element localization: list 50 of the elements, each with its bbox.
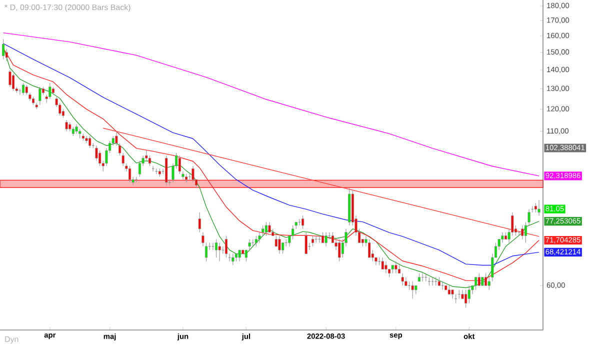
candlestick: [122, 152, 124, 166]
candlestick: [304, 232, 308, 254]
candlestick: [278, 235, 281, 254]
candlestick: [218, 242, 221, 262]
candlestick: [394, 261, 398, 274]
candlestick: [268, 222, 271, 233]
candlestick: [324, 232, 328, 247]
candlestick: [258, 232, 261, 244]
candlestick: [274, 235, 278, 247]
candlestick: [224, 235, 228, 258]
candlestick: [282, 242, 284, 254]
candlestick: [214, 238, 218, 258]
candlestick: [534, 202, 537, 213]
candlestick: [464, 290, 468, 308]
candlestick: [232, 253, 234, 266]
candlestick: [48, 82, 52, 100]
candlestick: [78, 128, 82, 139]
candlestick: [381, 257, 384, 270]
line-series: [2, 32, 540, 176]
candlestick: [38, 86, 42, 106]
candlestick: [238, 250, 241, 262]
candlestick: [148, 155, 152, 166]
candlestick: [474, 276, 478, 290]
candlestick: [384, 261, 388, 274]
candlestick: [65, 120, 68, 132]
candlestick: [88, 136, 92, 148]
candlestick: [501, 232, 504, 244]
candlestick: [178, 155, 181, 174]
candlestick: [68, 122, 72, 132]
candlestick: [198, 212, 201, 233]
candlestick: [254, 235, 258, 247]
candlestick: [484, 272, 488, 286]
candlestick: [368, 238, 371, 258]
candlestick: [85, 136, 88, 144]
candlestick: [538, 200, 540, 216]
candlestick: [12, 73, 15, 92]
candlestick: [264, 222, 268, 236]
candlestick: [22, 82, 25, 96]
candlestick: [321, 232, 324, 244]
candlestick: [301, 215, 304, 230]
candlestick: [401, 272, 404, 286]
candlestick: [338, 238, 341, 262]
candlestick: [8, 70, 12, 88]
candlestick: [311, 235, 314, 247]
candlestick: [411, 281, 414, 299]
candlestick: [72, 126, 74, 136]
candlestick: [2, 38, 5, 60]
candlestick: [292, 225, 294, 240]
candlestick: [478, 272, 480, 286]
candlestick: [521, 225, 524, 240]
